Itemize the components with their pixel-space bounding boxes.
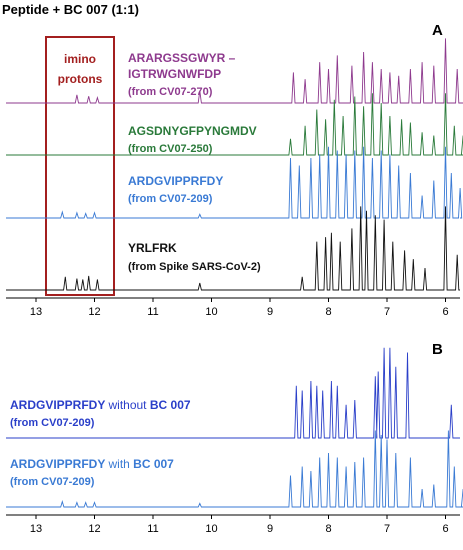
panel-b-tick-label-9: 9 (267, 523, 273, 535)
panel-b-tick-label-12: 12 (88, 523, 100, 535)
series-a3-label-line2: (from CV07-209) (128, 193, 213, 205)
panel-b-tick-label-6: 6 (442, 523, 448, 535)
series-a2-label-line2: (from CV07-250) (128, 143, 213, 155)
panel-a-tick-label-10: 10 (205, 306, 217, 318)
series-a2-label-line1: AGSDNYGFPYNGMDV (128, 124, 257, 138)
series-a3-label-line1: ARDGVIPPRFDY (128, 174, 223, 188)
panel-a-tick-label-9: 9 (267, 306, 273, 318)
series-b1-condition: without (107, 398, 147, 412)
panel-a-x-ticks: 13 12 11 10 9 8 7 6 (30, 298, 449, 318)
panel-a-title: Peptide + BC 007 (1:1) (2, 2, 139, 17)
series-b2-seq: ARDGVIPPRFDY (10, 457, 105, 471)
imino-label-line1: imino (64, 52, 96, 66)
panel-b-tick-label-8: 8 (325, 523, 331, 535)
series-b1-label-line2: (from CV07-209) (10, 417, 95, 429)
imino-protons-box (45, 36, 115, 296)
panel-a-tick-label-6: 6 (442, 306, 448, 318)
series-a1-label-line3: (from CV07-270) (128, 86, 213, 98)
spectrum-trace-5 (6, 347, 460, 439)
panel-b-x-ticks: 13 12 11 10 9 8 7 6 (30, 515, 449, 535)
series-a1-label-line1: ARARGSSGWYR – (128, 51, 236, 65)
series-a4-label-line2: (from Spike SARS-CoV-2) (128, 261, 261, 273)
spectrum-trace-3 (6, 146, 463, 219)
series-b1-label-line1: ARDGVIPPRFDY without BC 007 (10, 398, 191, 412)
series-b2-label-line1: ARDGVIPPRFDY with BC 007 (10, 457, 174, 471)
series-a4-label-line1: YRLFRK (128, 241, 177, 255)
imino-label-line2: protons (58, 72, 103, 86)
panel-a-spectra (6, 38, 463, 291)
panel-a: Peptide + BC 007 (1:1) A imino protons A… (2, 2, 463, 318)
panel-b-spectra (6, 347, 463, 508)
panel-b: B ARDGVIPPRFDY without BC 007 (from CV07… (6, 341, 463, 535)
panel-b-tick-label-10: 10 (205, 523, 217, 535)
panel-a-tick-label-7: 7 (384, 306, 390, 318)
series-b2-label-line2: (from CV07-209) (10, 476, 95, 488)
series-b1-compound: BC 007 (150, 398, 191, 412)
panel-a-tick-label-12: 12 (88, 306, 100, 318)
panel-a-tick-label-13: 13 (30, 306, 42, 318)
panel-a-tick-label-11: 11 (147, 306, 158, 318)
spectrum-trace-4 (6, 206, 460, 291)
series-b2-condition: with (107, 457, 129, 471)
series-b2-compound: BC 007 (133, 457, 174, 471)
panel-b-tick-label-7: 7 (384, 523, 390, 535)
spectrum-trace-1 (6, 38, 463, 104)
panel-b-tick-label-13: 13 (30, 523, 42, 535)
series-a1-label-line2: IGTRWGNWFDP (128, 67, 221, 81)
panel-a-letter: A (432, 22, 443, 39)
panel-a-tick-label-8: 8 (325, 306, 331, 318)
spectrum-trace-6 (6, 430, 463, 508)
panel-b-letter: B (432, 341, 443, 358)
panel-b-tick-label-11: 11 (147, 523, 158, 535)
series-b1-seq: ARDGVIPPRFDY (10, 398, 105, 412)
